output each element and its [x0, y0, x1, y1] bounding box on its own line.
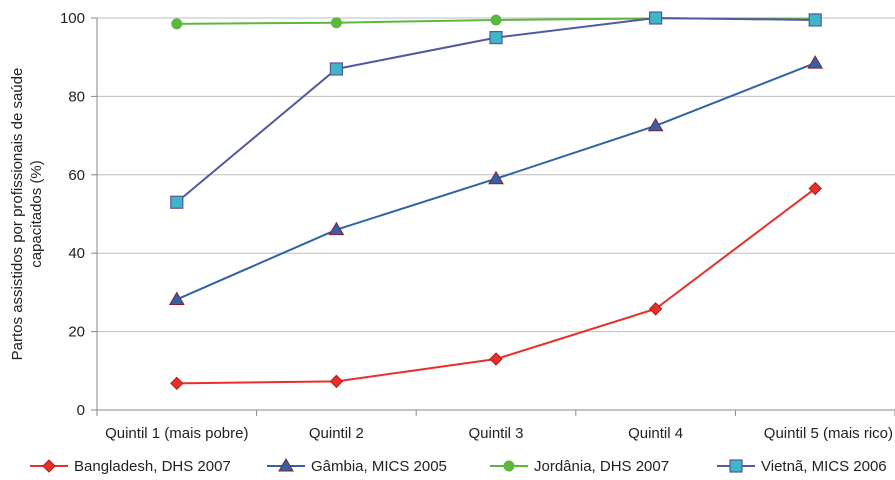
data-point — [171, 18, 183, 30]
x-tick-label: Quintil 5 (mais rico) — [764, 425, 893, 442]
data-point — [647, 117, 664, 132]
data-point — [808, 13, 822, 27]
series-4 — [170, 11, 822, 209]
y-tick-label: 20 — [68, 324, 85, 341]
data-point — [329, 62, 343, 76]
data-point — [330, 17, 342, 29]
legend-item: Vietnã, MICS 2006 — [717, 458, 887, 475]
data-point — [648, 11, 663, 25]
x-tick-label: Quintil 1 (mais pobre) — [105, 425, 248, 442]
y-tick-label: 40 — [68, 245, 85, 262]
data-point — [489, 352, 503, 366]
x-tick-label: Quintil 2 — [309, 425, 364, 442]
legend-marker — [503, 460, 515, 472]
data-point — [808, 181, 822, 196]
y-tick-label: 80 — [68, 88, 85, 105]
series-group — [168, 11, 824, 391]
legend-item: Gâmbia, MICS 2005 — [267, 458, 447, 475]
y-tick-labels: 0 20 40 60 80 100 — [60, 10, 85, 419]
legend-label: Vietnã, MICS 2006 — [761, 458, 887, 475]
x-tick-label: Quintil 4 — [628, 425, 683, 442]
data-point — [168, 291, 185, 305]
data-point — [328, 221, 345, 236]
data-point — [170, 376, 184, 391]
series-2 — [168, 55, 824, 305]
data-point — [170, 195, 184, 209]
legend-item: Jordânia, DHS 2007 — [490, 458, 669, 475]
axes — [96, 18, 895, 416]
x-tick-labels: Quintil 1 (mais pobre) Quintil 2 Quintil 3… — [105, 425, 893, 442]
y-tick-label: 60 — [68, 167, 85, 184]
legend-label: Jordânia, DHS 2007 — [534, 458, 669, 475]
legend-marker — [278, 458, 294, 472]
data-point — [490, 14, 502, 26]
data-point — [489, 31, 503, 45]
legend: Bangladesh, DHS 2007 Gâmbia, MICS 2005 Jor… — [30, 458, 887, 475]
data-point — [329, 374, 344, 389]
data-point — [648, 302, 663, 316]
data-point — [807, 55, 824, 69]
gridlines — [91, 17, 895, 411]
legend-marker — [42, 459, 56, 473]
y-tick-label: 100 — [60, 10, 85, 27]
legend-marker — [729, 459, 743, 473]
series-3 — [171, 12, 821, 30]
y-axis-title-line-2: capacitados (%) — [28, 160, 45, 268]
x-tick-label: Quintil 3 — [468, 425, 523, 442]
series-1 — [170, 181, 822, 391]
legend-label: Bangladesh, DHS 2007 — [74, 458, 231, 475]
legend-label: Gâmbia, MICS 2005 — [311, 458, 447, 475]
data-point — [488, 170, 504, 185]
y-tick-label: 0 — [77, 402, 85, 419]
legend-item: Bangladesh, DHS 2007 — [30, 458, 231, 475]
y-axis-title-line-1: Partos assistidos por profissionais de s… — [9, 68, 26, 361]
